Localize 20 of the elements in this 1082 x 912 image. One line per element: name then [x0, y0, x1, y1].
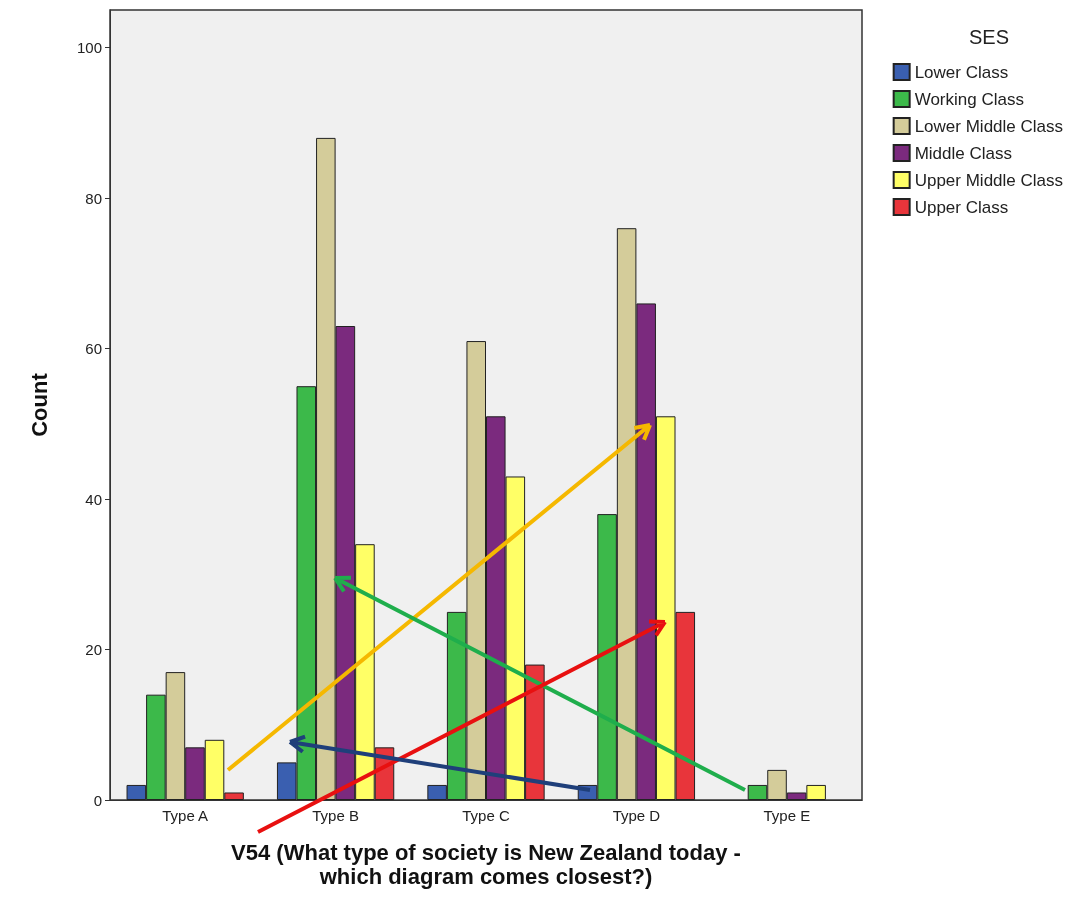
- legend-label: Upper Class: [914, 197, 1009, 217]
- x-tick-label: Type C: [462, 807, 510, 824]
- y-axis-title: Count: [26, 372, 52, 437]
- x-tick-label: Type E: [763, 807, 811, 824]
- x-tick-label: Type A: [162, 807, 209, 824]
- x-tick-label: Type B: [312, 807, 359, 824]
- y-tick-label: 20: [85, 641, 102, 659]
- y-tick-label: 60: [85, 340, 102, 358]
- y-tick-label: 0: [93, 791, 102, 809]
- legend-label: Middle Class: [914, 143, 1012, 163]
- x-tick-label: Type D: [612, 807, 661, 824]
- legend-label: Upper Middle Class: [914, 170, 1064, 190]
- legend-label: Lower Class: [914, 62, 1009, 82]
- legend-label: Working Class: [914, 89, 1024, 109]
- legend-title: SES: [968, 26, 1010, 48]
- legend-label: Lower Middle Class: [914, 116, 1064, 136]
- x-axis-title: V54 (What type of society is New Zealand today - which diagram comes closest?): [231, 839, 741, 889]
- y-tick-label: 80: [85, 189, 102, 207]
- y-tick-label: 40: [85, 490, 102, 508]
- y-tick-label: 100: [76, 39, 102, 57]
